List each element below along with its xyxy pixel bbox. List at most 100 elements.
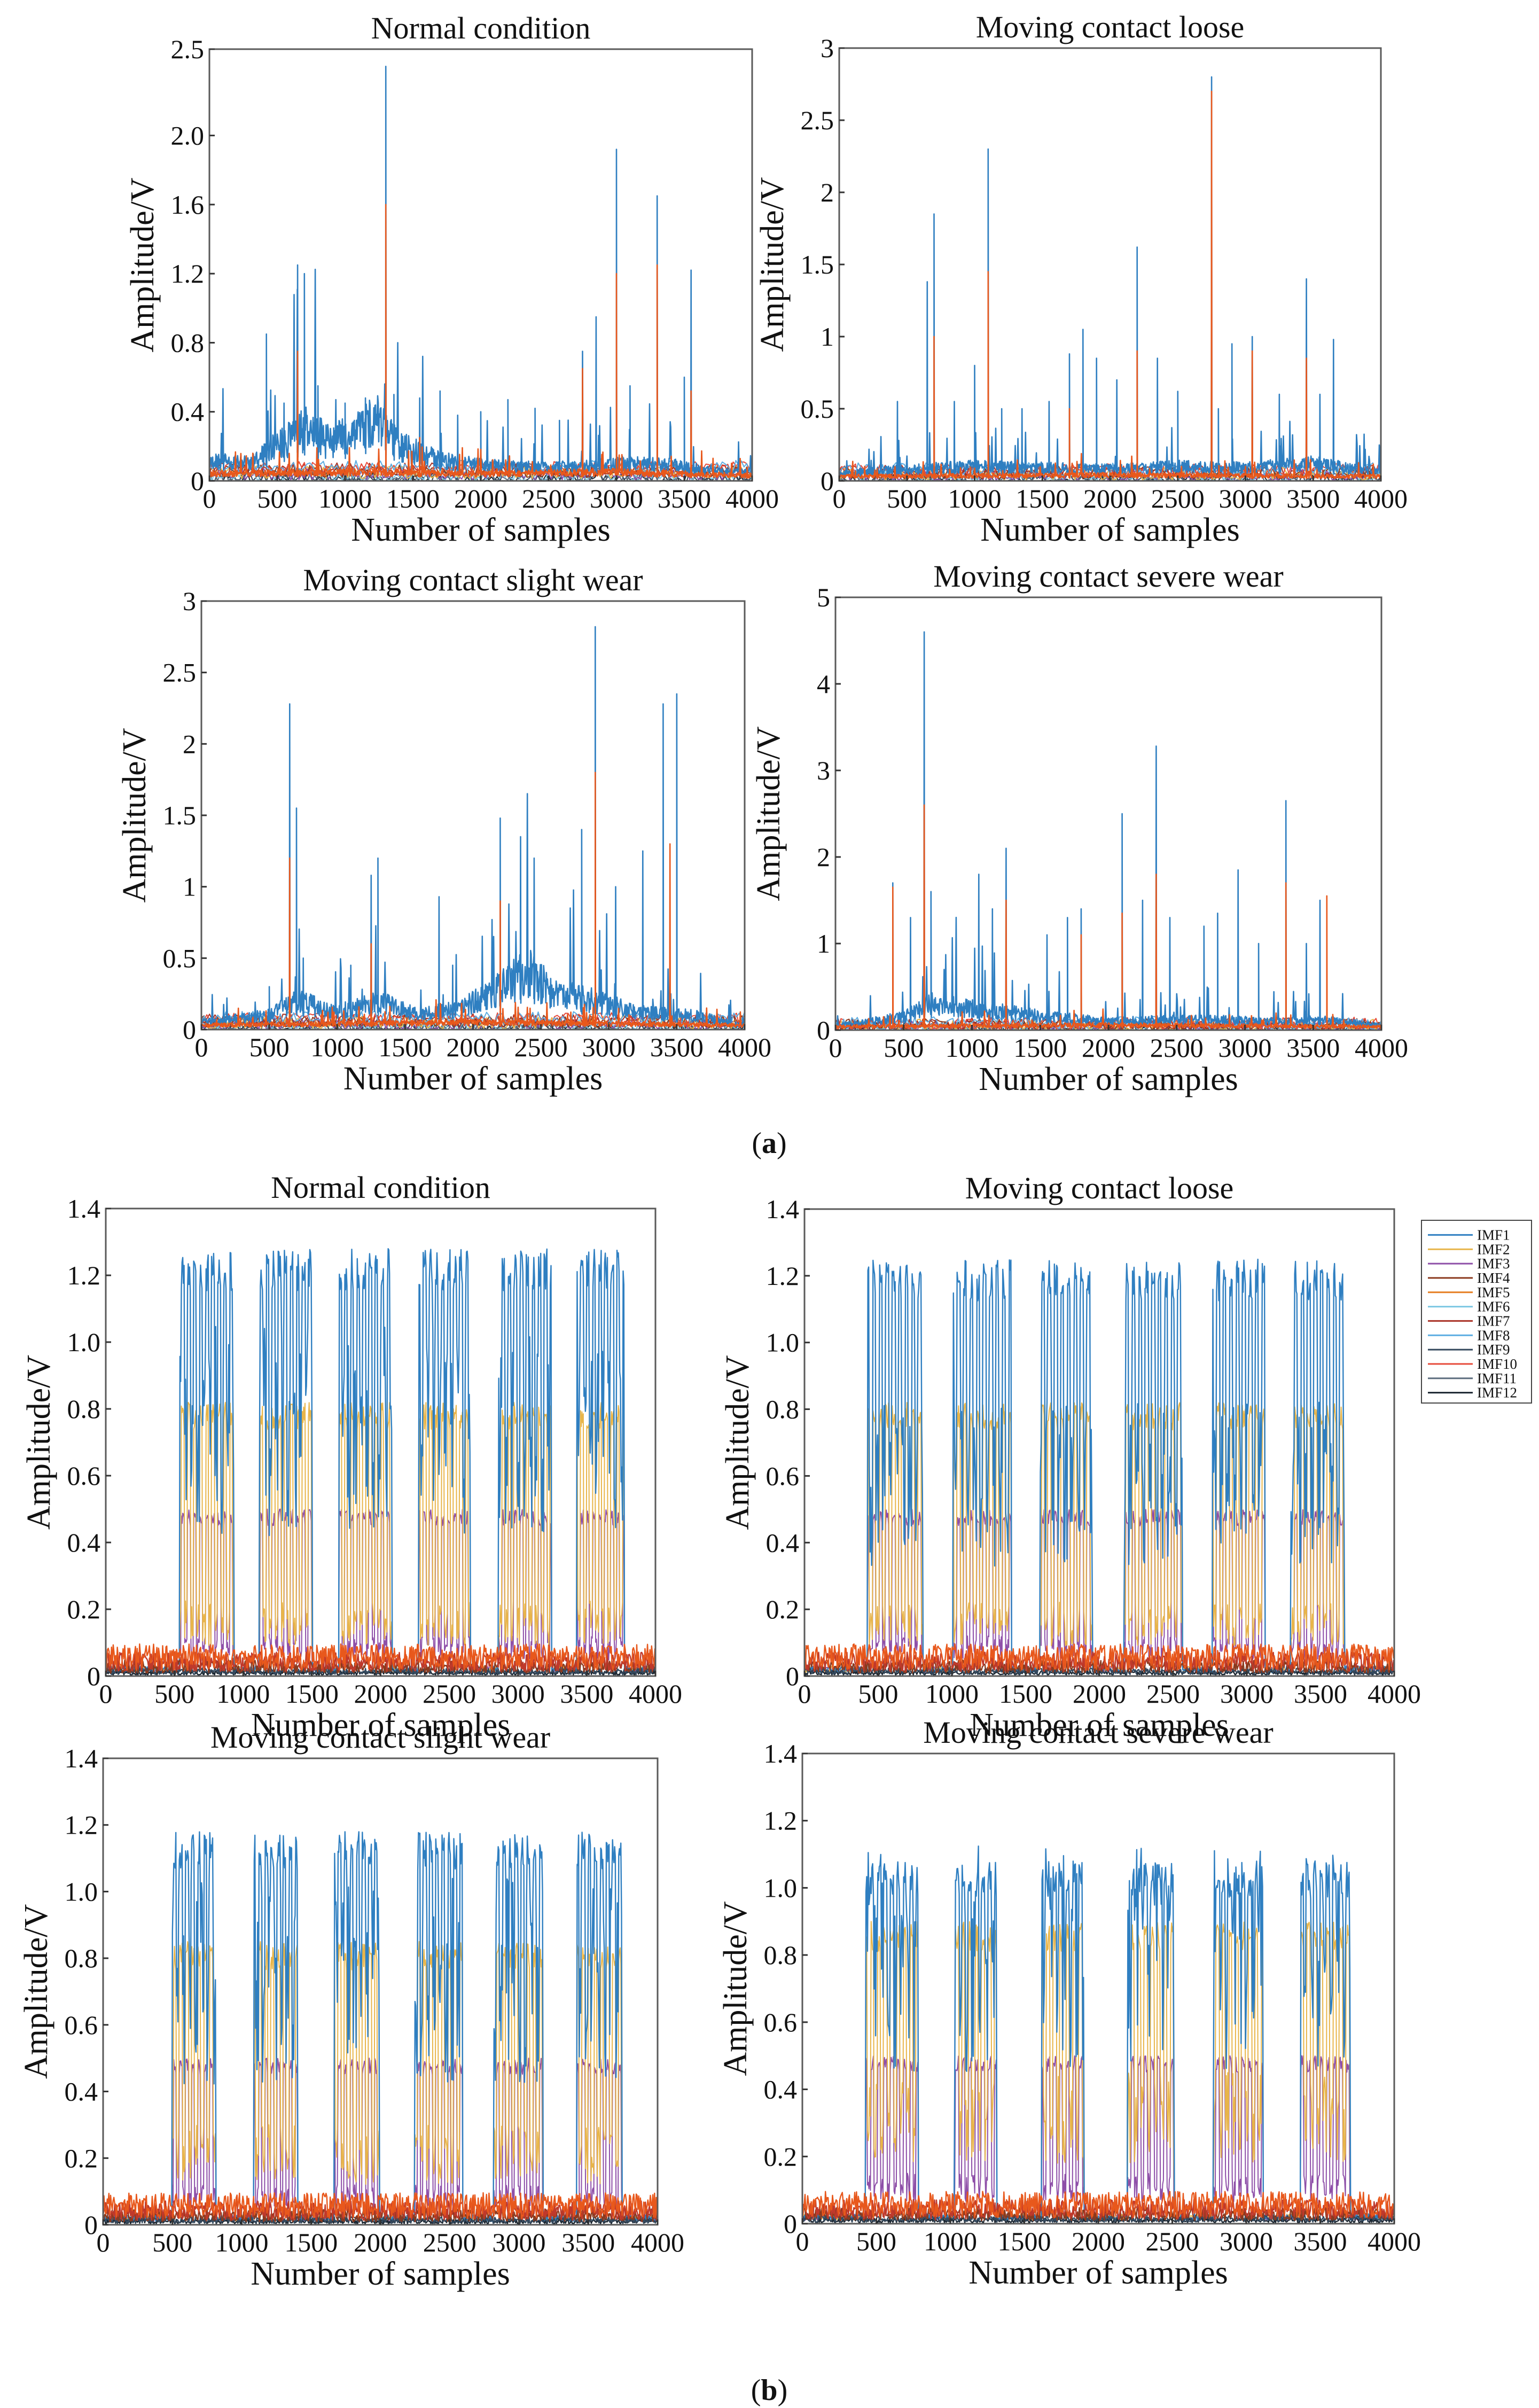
- y-tick-label: 0.2: [67, 1594, 101, 1624]
- series-line-imf1: [835, 631, 1381, 1028]
- x-tick-label: 4000: [631, 2227, 684, 2257]
- y-tick-label: 0: [784, 2209, 797, 2239]
- y-tick-label: 0.6: [766, 1461, 800, 1491]
- legend: IMF1IMF2IMF3IMF4IMF5IMF6IMF7IMF8IMF9IMF1…: [1421, 1220, 1532, 1404]
- legend-label: IMF1: [1477, 1227, 1510, 1243]
- y-tick-label: 1.2: [65, 1810, 98, 1840]
- x-tick-label: 2500: [1150, 1033, 1204, 1063]
- x-tick-label: 1500: [378, 1032, 432, 1062]
- x-tick-label: 0: [97, 2227, 110, 2257]
- legend-label: IMF2: [1477, 1241, 1510, 1257]
- x-tick-label: 0: [99, 1679, 113, 1709]
- x-tick-label: 1000: [925, 1679, 979, 1709]
- x-tick-label: 3500: [1294, 1679, 1347, 1709]
- y-tick-label: 2: [183, 729, 196, 759]
- x-tick-label: 4000: [718, 1032, 771, 1062]
- x-axis-label: Number of samples: [351, 512, 611, 548]
- legend-label: IMF4: [1477, 1270, 1510, 1286]
- x-tick-label: 2500: [1151, 484, 1205, 513]
- x-tick-label: 4000: [1354, 484, 1408, 513]
- x-axis-label: Number of samples: [343, 1061, 603, 1097]
- x-tick-label: 2000: [354, 1679, 408, 1709]
- legend-label: IMF8: [1477, 1327, 1510, 1343]
- y-tick-label: 1.2: [764, 1806, 798, 1836]
- legend-label: IMF7: [1477, 1313, 1510, 1329]
- x-axis-label: Number of samples: [980, 512, 1240, 548]
- y-tick-label: 4: [817, 669, 830, 699]
- legend-label: IMF10: [1477, 1356, 1517, 1372]
- plot-title: Moving contact slight wear: [303, 563, 643, 597]
- series-line-imf4: [103, 2208, 658, 2223]
- x-tick-label: 500: [154, 1679, 194, 1709]
- series-line-imf5: [201, 772, 745, 1028]
- x-tick-label: 1000: [310, 1032, 364, 1062]
- y-tick-label: 0.6: [67, 1461, 101, 1491]
- x-tick-label: 3000: [590, 484, 643, 513]
- y-axis-label: Amplitude/V: [18, 1904, 54, 2079]
- x-tick-label: 3000: [1220, 2226, 1273, 2256]
- y-tick-label: 0.8: [171, 328, 205, 357]
- chart-a4: 0 500 1000 1500 2000 2500 3000 3500 4000 0 1 2 3 4 5 Mo…: [751, 559, 1408, 1097]
- x-tick-label: 3500: [658, 484, 711, 513]
- x-tick-label: 500: [249, 1032, 290, 1062]
- x-tick-label: 2000: [1073, 1679, 1126, 1709]
- x-tick-label: 1500: [386, 484, 440, 513]
- x-tick-label: 500: [884, 1033, 924, 1063]
- y-tick-label: 1: [821, 322, 834, 352]
- y-tick-label: 3: [183, 586, 196, 616]
- x-tick-label: 2500: [423, 1679, 476, 1709]
- y-axis-label: Amplitude/V: [116, 728, 153, 902]
- y-tick-label: 1: [183, 872, 196, 902]
- series-line-imf10: [106, 1651, 655, 1672]
- x-tick-label: 1000: [948, 484, 1002, 513]
- y-tick-label: 1.4: [766, 1194, 800, 1224]
- y-axis-label: Amplitude/V: [754, 177, 791, 352]
- y-tick-label: 0.4: [65, 2077, 98, 2107]
- y-tick-label: 1.4: [65, 1743, 98, 1773]
- plot-title: Normal condition: [271, 1170, 490, 1205]
- x-tick-label: 2500: [522, 484, 575, 513]
- x-tick-label: 4000: [1368, 2226, 1421, 2256]
- series-line-imf1: [201, 626, 745, 1028]
- plot-title: Moving contact severe wear: [933, 559, 1283, 594]
- x-tick-label: 3500: [1286, 1033, 1340, 1063]
- series-line-imf1: [839, 76, 1381, 478]
- chart-b3: 0 500 1000 1500 2000 2500 3000 3500 4000 0 0.2 0.4 0…: [18, 1720, 684, 2292]
- x-tick-label: 3000: [582, 1032, 636, 1062]
- plot-title: Normal condition: [371, 11, 591, 45]
- y-tick-label: 0.5: [163, 943, 197, 973]
- legend-label: IMF5: [1477, 1284, 1510, 1300]
- plot-area: [802, 1845, 1394, 2224]
- y-tick-label: 2.0: [171, 121, 205, 151]
- x-tick-label: 1500: [999, 1679, 1052, 1709]
- y-tick-label: 1: [817, 929, 830, 958]
- legend-box: [1421, 1220, 1532, 1404]
- x-tick-label: 2000: [447, 1032, 500, 1062]
- y-tick-label: 2: [821, 177, 834, 207]
- x-tick-label: 3000: [1220, 1679, 1274, 1709]
- legend-label: IMF9: [1477, 1342, 1510, 1358]
- y-tick-label: 0: [786, 1661, 799, 1691]
- y-axis-label: Amplitude/V: [21, 1355, 57, 1530]
- plot-area: [103, 1831, 658, 2225]
- x-axis-label: Number of samples: [979, 1061, 1238, 1097]
- x-tick-label: 0: [798, 1679, 811, 1709]
- chart-a2: 0 500 1000 1500 2000 2500 3000 3500 4000 0 0.5 1 1.5…: [754, 10, 1408, 548]
- plots-layer: 0 500 1000 1500 2000 2500 3000 3500 400000.40.81…: [18, 10, 1532, 2292]
- y-tick-label: 0.4: [764, 2075, 798, 2105]
- x-tick-label: 3500: [1286, 484, 1340, 513]
- x-tick-label: 3500: [1294, 2226, 1347, 2256]
- y-tick-label: 0.8: [67, 1394, 101, 1424]
- y-axis-label: Amplitude/V: [751, 726, 787, 901]
- x-tick-label: 4000: [1355, 1033, 1408, 1063]
- y-tick-label: 2: [817, 842, 830, 872]
- plot-title: Moving contact loose: [965, 1171, 1234, 1205]
- x-tick-label: 2500: [514, 1032, 568, 1062]
- x-tick-label: 1500: [998, 2226, 1051, 2256]
- y-tick-label: 1.0: [67, 1327, 101, 1357]
- x-tick-label: 0: [203, 484, 216, 513]
- y-tick-label: 1.0: [766, 1328, 800, 1358]
- x-tick-label: 4000: [629, 1679, 682, 1709]
- x-tick-label: 3000: [1219, 484, 1272, 513]
- series-line-imf5: [802, 2191, 1394, 2218]
